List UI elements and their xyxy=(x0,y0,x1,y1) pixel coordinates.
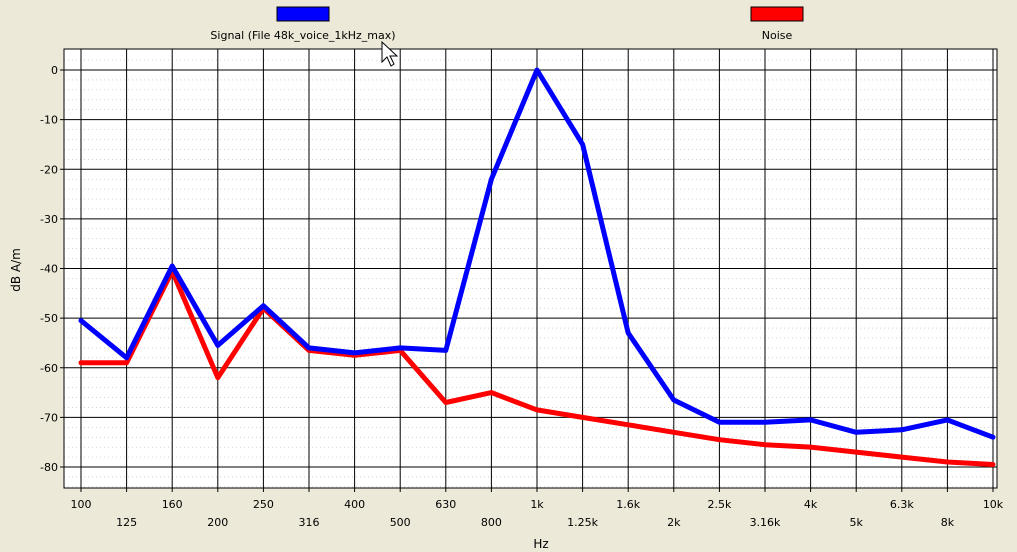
series-line xyxy=(78,67,996,440)
legend: Signal (File 48k_voice_1kHz_max) Noise xyxy=(210,6,804,42)
series-line xyxy=(78,268,996,467)
y-tick-label: -70 xyxy=(40,411,58,424)
y-tick-label: -80 xyxy=(40,461,58,474)
y-tick-label: -10 xyxy=(40,114,58,127)
y-tick-label: 0 xyxy=(51,64,58,77)
y-tick-label: -20 xyxy=(40,163,58,176)
legend-swatch xyxy=(750,6,804,22)
x-tick-label: 5k xyxy=(850,516,864,529)
legend-swatch xyxy=(276,6,330,22)
x-tick-label: 2k xyxy=(667,516,681,529)
y-tick-label: -30 xyxy=(40,213,58,226)
x-tick-label: 250 xyxy=(253,498,274,511)
x-tick-label: 8k xyxy=(941,516,955,529)
y-tick-label: -40 xyxy=(40,263,58,276)
x-tick-label: 3.16k xyxy=(750,516,781,529)
x-tick-label: 125 xyxy=(116,516,137,529)
series-lines xyxy=(78,67,996,467)
x-tick-label: 200 xyxy=(207,516,228,529)
x-tick-label: 316 xyxy=(299,516,320,529)
x-tick-label: 500 xyxy=(390,516,411,529)
x-tick-label: 800 xyxy=(481,516,502,529)
legend-label: Signal (File 48k_voice_1kHz_max) xyxy=(210,29,395,42)
y-axis-label: dB A/m xyxy=(9,248,23,292)
x-tick-label: 160 xyxy=(162,498,183,511)
mouse-cursor-icon xyxy=(381,40,399,67)
x-tick-label: 1.25k xyxy=(567,516,598,529)
y-tick-label: -50 xyxy=(40,312,58,325)
legend-label: Noise xyxy=(762,29,793,42)
x-tick-label: 1.6k xyxy=(616,498,640,511)
x-axis-label: Hz xyxy=(533,537,548,551)
x-tick-label: 630 xyxy=(435,498,456,511)
y-tick-label: -60 xyxy=(40,362,58,375)
x-tick-label: 6.3k xyxy=(890,498,914,511)
x-tick-label: 10k xyxy=(983,498,1004,511)
x-tick-label: 2.5k xyxy=(707,498,731,511)
x-axis-ticks: 100 125 160 200 250 316 400 500 630 800 1k 1.25k 1.6… xyxy=(71,488,1004,529)
x-tick-label: 100 xyxy=(71,498,92,511)
x-tick-label: 4k xyxy=(804,498,818,511)
x-tick-label: 400 xyxy=(344,498,365,511)
x-tick-label: 1k xyxy=(530,498,544,511)
y-axis-ticks: 0 -10 -20 -30 -40 -50 -60 -70 -80 xyxy=(40,64,64,474)
